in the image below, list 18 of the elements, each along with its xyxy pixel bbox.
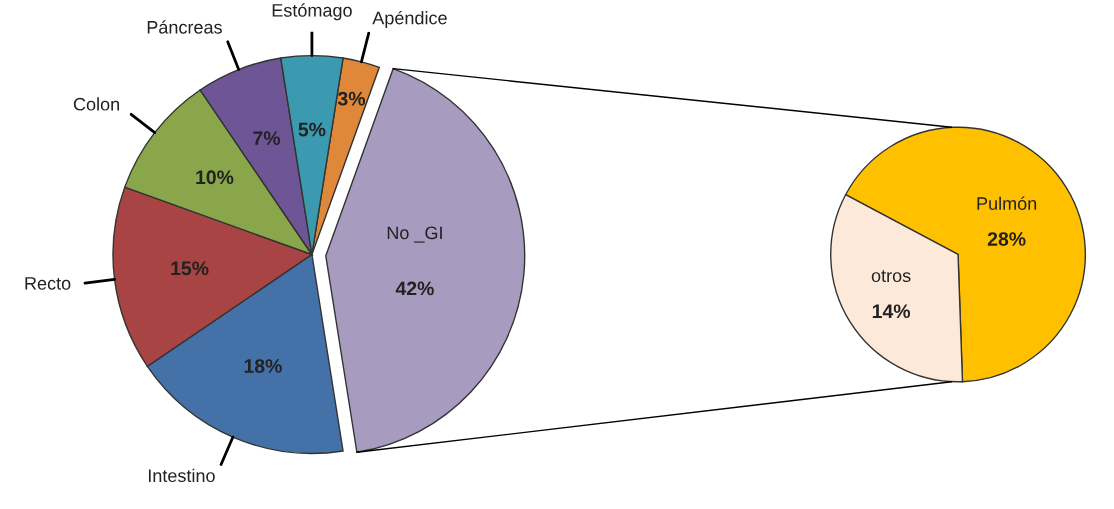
- data-label: 28%: [987, 232, 1026, 246]
- slice-label: Pulmón: [977, 196, 1037, 210]
- data-label: 42%: [395, 281, 434, 296]
- slice-label: otros: [871, 270, 911, 283]
- slice-label: Colon: [73, 97, 119, 111]
- slice-label: Apéndice: [372, 10, 447, 28]
- data-label: 15%: [171, 261, 209, 276]
- slice-label: No _GI: [387, 226, 442, 243]
- slice-label: Recto: [25, 277, 71, 290]
- data-label: 10%: [196, 170, 234, 185]
- data-label: 18%: [244, 359, 282, 373]
- slice-label: Intestino: [148, 468, 215, 483]
- slice-label: Páncreas: [147, 20, 222, 34]
- slice-label: Estómago: [272, 3, 352, 21]
- data-label: 7%: [253, 131, 281, 146]
- data-label: 14%: [872, 304, 911, 319]
- data-label: 3%: [337, 91, 366, 106]
- data-label: 5%: [298, 122, 326, 137]
